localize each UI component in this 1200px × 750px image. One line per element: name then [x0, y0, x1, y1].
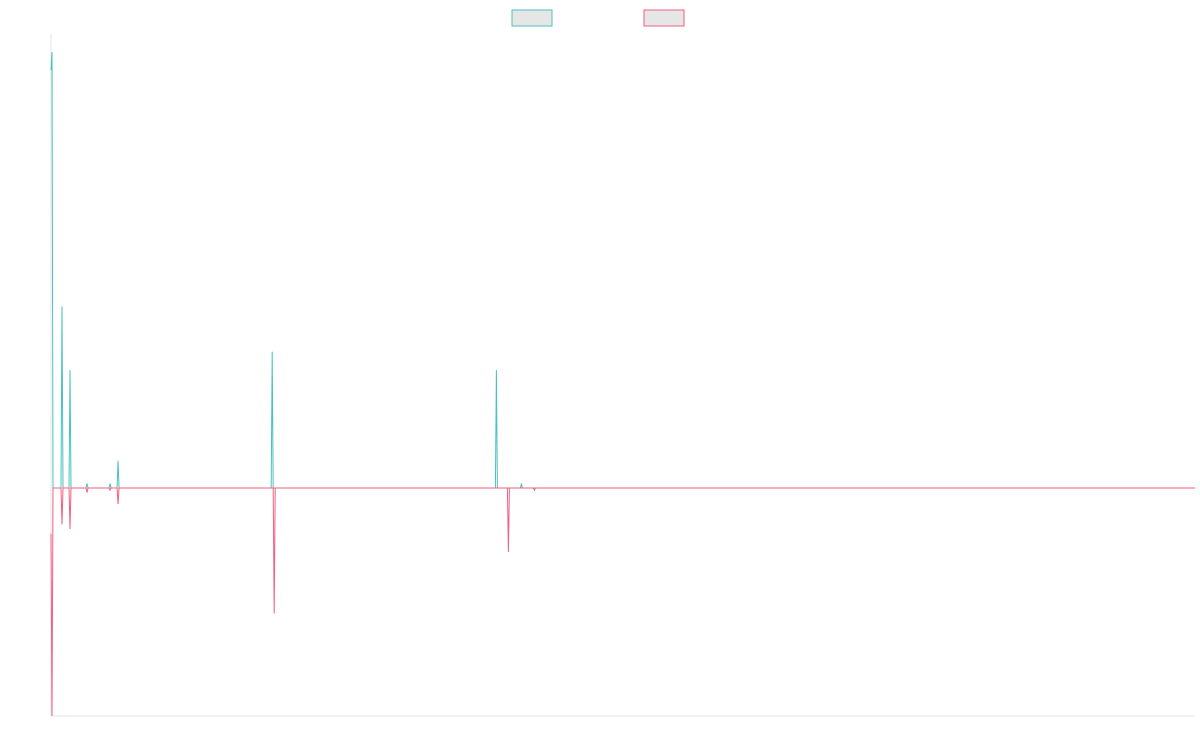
legend — [511, 9, 685, 27]
axes — [50, 34, 1195, 717]
series-line-1 — [50, 52, 1195, 489]
series-line-2 — [50, 487, 1195, 717]
legend-swatch-2[interactable] — [643, 9, 685, 27]
series-layer — [50, 52, 1195, 717]
legend-swatch-1[interactable] — [511, 9, 553, 27]
